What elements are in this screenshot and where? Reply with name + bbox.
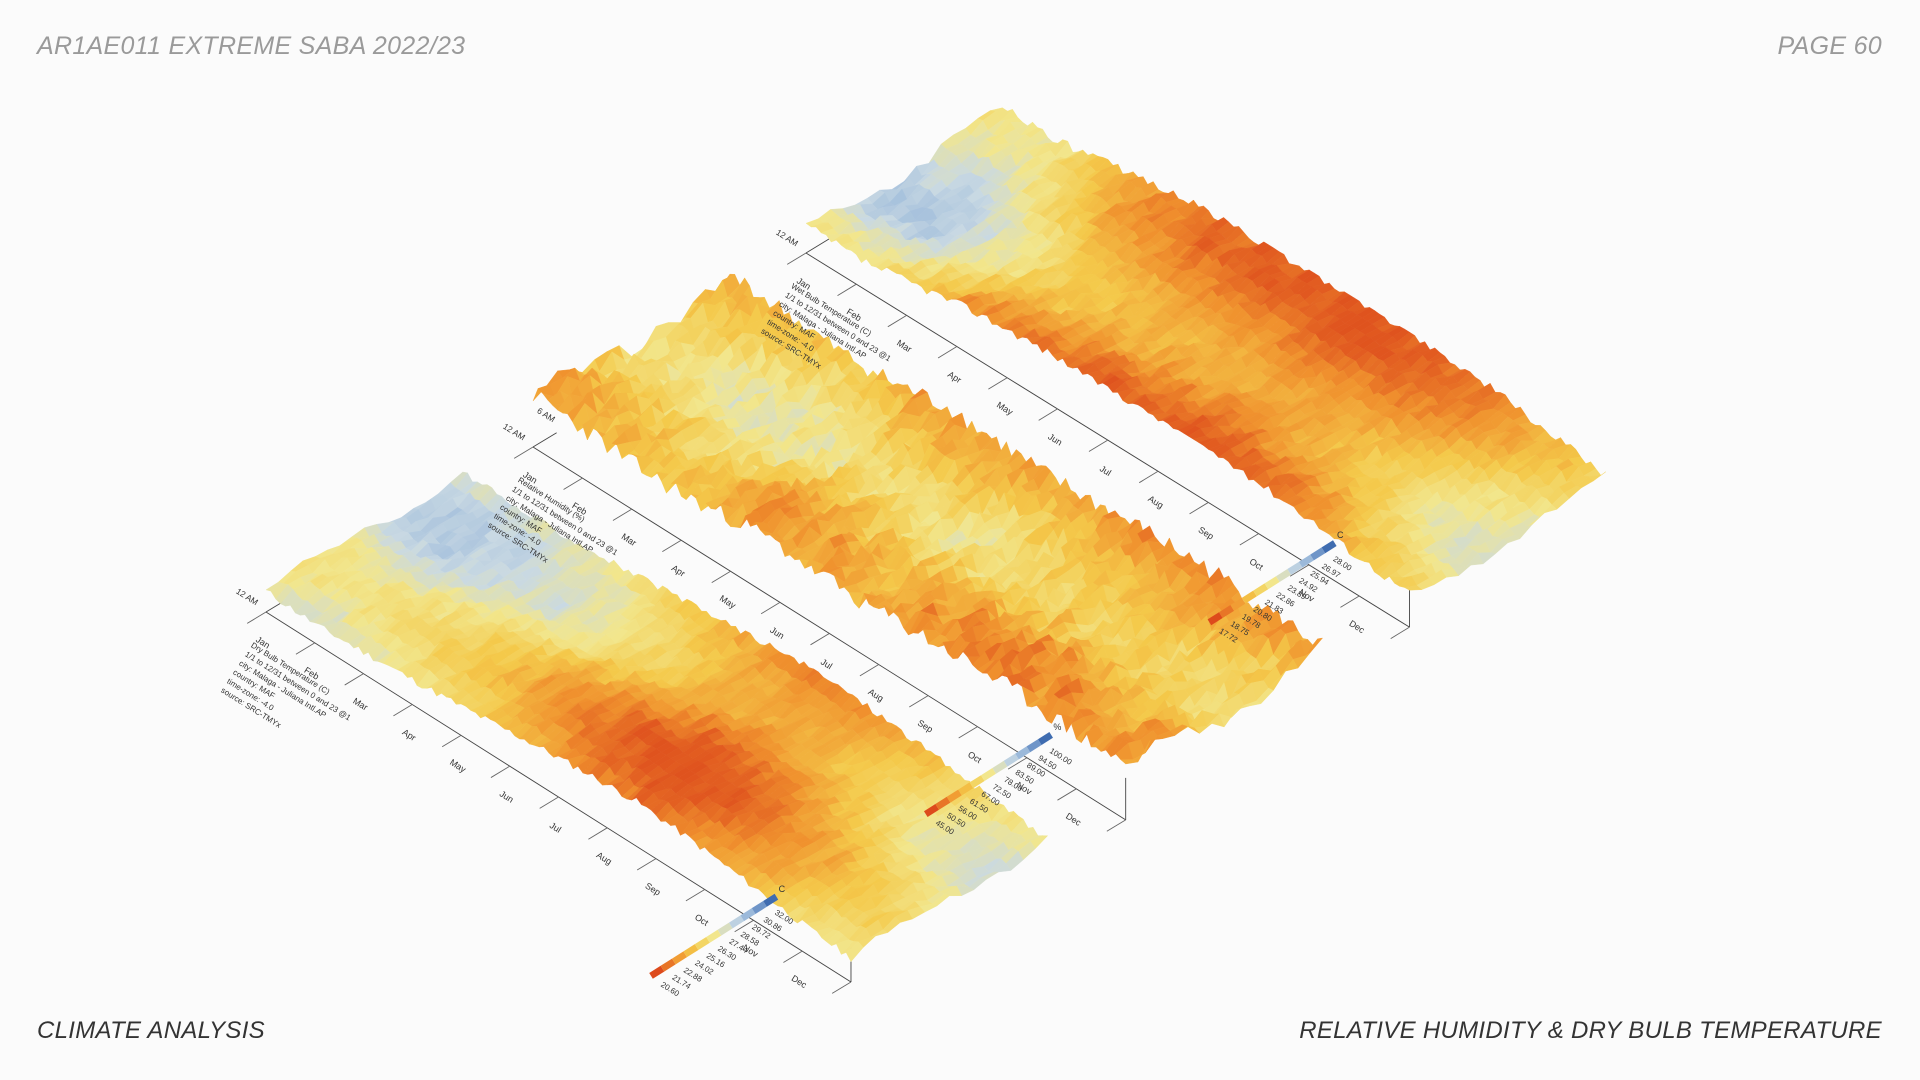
hour-tick-label: 12 AM (234, 586, 260, 607)
x-gridline (662, 539, 682, 552)
x-gridline (786, 252, 807, 265)
subject-title: RELATIVE HUMIDITY & DRY BULB TEMPERATURE (1299, 1017, 1882, 1044)
x-gridline (246, 611, 267, 624)
x-gridline (513, 446, 534, 459)
x-gridline (441, 734, 462, 748)
month-tick-label: Mar (620, 531, 638, 548)
hour-tick-label: 6 AM (535, 405, 557, 424)
x-gridline (1390, 626, 1410, 639)
month-tick-label: Oct (693, 912, 711, 928)
month-tick-label: Apr (401, 727, 418, 743)
x-gridline (1038, 408, 1058, 421)
x-gridline (563, 477, 583, 490)
x-gridline (588, 827, 608, 840)
y-axis-line (805, 238, 830, 254)
x-gridline (1189, 502, 1209, 515)
x-gridline (909, 695, 929, 708)
x-gridline (490, 765, 510, 778)
x-gridline (295, 642, 315, 655)
month-tick-label: Dec (1064, 811, 1083, 828)
x-gridline (887, 314, 907, 328)
month-tick-label: Sep (643, 881, 662, 898)
month-tick-label: Oct (966, 749, 984, 765)
x-gridline (636, 858, 657, 871)
x-gridline (539, 796, 559, 809)
x-gridline (1340, 595, 1360, 608)
x-gridline (1139, 470, 1159, 484)
x-gridline (859, 664, 879, 677)
chart-grid (246, 597, 852, 994)
month-tick-label: Jul (548, 820, 563, 835)
x-gridline (831, 981, 852, 994)
month-tick-label: Jun (768, 625, 786, 641)
x-gridline (958, 726, 978, 739)
page-number: PAGE 60 (1777, 32, 1882, 60)
x-gridline (344, 673, 364, 686)
month-tick-label: Apr (670, 563, 687, 579)
x-gridline (734, 919, 754, 933)
hour-tick-label: 12 AM (501, 421, 527, 442)
section-title: CLIMATE ANALYSIS (37, 1017, 265, 1044)
month-tick-label: Jun (498, 789, 516, 805)
month-tick-label: Sep (916, 718, 935, 735)
month-tick-label: Dec (790, 973, 809, 990)
x-gridline (783, 950, 803, 963)
x-gridline (937, 346, 958, 359)
x-gridline (988, 377, 1008, 390)
y-axis-line (532, 432, 557, 448)
chart-surface (265, 471, 1049, 963)
month-tick-label: Jul (819, 657, 834, 672)
legend-unit: C (779, 884, 786, 894)
month-tick-label: Aug (866, 687, 885, 704)
x-gridline (685, 889, 705, 902)
month-tick-label: Mar (351, 696, 369, 713)
x-gridline (393, 704, 413, 717)
month-tick-label: May (718, 593, 738, 611)
x-gridline (837, 283, 857, 296)
x-gridline (760, 601, 781, 615)
x-gridline (1057, 788, 1077, 801)
x-gridline (612, 508, 633, 521)
legend-unit: % (1053, 722, 1061, 732)
x-gridline (1106, 819, 1126, 832)
x-gridline (1088, 439, 1108, 452)
document-title: AR1AE011 EXTREME SABA 2022/23 (37, 32, 466, 60)
month-tick-label: Aug (595, 850, 614, 867)
x-gridline (810, 633, 830, 646)
x-gridline (711, 570, 731, 584)
x-gridline (1239, 533, 1259, 546)
month-tick-label: May (448, 757, 468, 775)
